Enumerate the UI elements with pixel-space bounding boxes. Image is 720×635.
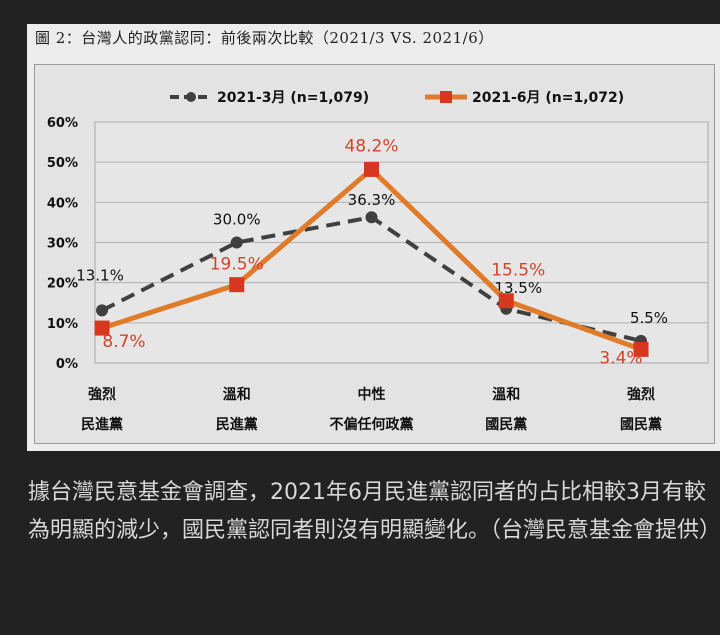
x-tick-label: 中性 xyxy=(358,386,386,403)
data-label: 13.5% xyxy=(494,279,542,297)
data-label: 19.5% xyxy=(210,255,264,275)
legend-swatch-marker xyxy=(186,92,196,102)
chart-frame: 0% 10% 20% 30% 40% 50% 60% 強烈民進黨 溫和民進黨 中性不偏任何政黨 溫和… xyxy=(34,64,715,444)
data-label: 48.2% xyxy=(344,136,398,156)
series-marker xyxy=(364,161,379,177)
x-tick-label: 強烈 xyxy=(627,386,655,403)
x-tick-label: 強烈 xyxy=(88,386,116,403)
x-tick-label: 國民黨 xyxy=(485,416,527,433)
photo-caption: 據台灣民意基金會調查，2021年6月民進黨認同者的占比相較3月有較為明顯的減少，… xyxy=(28,480,720,543)
y-tick-label: 10% xyxy=(47,317,78,332)
y-tick-label: 50% xyxy=(47,156,78,171)
x-tick-label: 國民黨 xyxy=(620,416,662,433)
chart-figure: 圖 2：台灣人的政黨認同：前後兩次比較（2021/3 VS. 2021/6） 0… xyxy=(27,24,720,451)
series-marker xyxy=(229,277,245,293)
figure-title: 圖 2：台灣人的政黨認同：前後兩次比較（2021/3 VS. 2021/6） xyxy=(35,29,494,47)
legend-label: 2021-6月 (n=1,072) xyxy=(472,90,624,106)
data-label: 5.5% xyxy=(630,309,668,327)
series-marker xyxy=(96,304,108,317)
data-label: 30.0% xyxy=(213,211,261,229)
x-tick-label: 溫和 xyxy=(223,386,251,403)
data-label: 36.3% xyxy=(348,191,396,209)
data-label: 8.7% xyxy=(102,332,145,352)
series-marker xyxy=(94,320,110,336)
y-tick-label: 0% xyxy=(56,357,78,372)
data-label: 15.5% xyxy=(491,261,545,281)
x-tick-label: 民進黨 xyxy=(216,416,258,433)
y-tick-label: 40% xyxy=(47,196,78,211)
series-marker xyxy=(633,341,649,357)
series-marker xyxy=(498,293,514,309)
data-label: 13.1% xyxy=(76,266,124,284)
legend-label: 2021-3月 (n=1,079) xyxy=(217,90,369,106)
data-label: 3.4% xyxy=(599,348,642,368)
x-tick-label: 民進黨 xyxy=(81,416,123,433)
y-tick-label: 20% xyxy=(47,277,78,292)
series-marker xyxy=(230,236,243,249)
x-tick-label: 溫和 xyxy=(492,386,520,403)
y-tick-label: 30% xyxy=(47,237,78,252)
legend-swatch-marker xyxy=(440,91,452,103)
x-tick-label: 不偏任何政黨 xyxy=(330,416,414,433)
series-marker xyxy=(365,211,378,224)
y-tick-label: 60% xyxy=(47,116,78,131)
